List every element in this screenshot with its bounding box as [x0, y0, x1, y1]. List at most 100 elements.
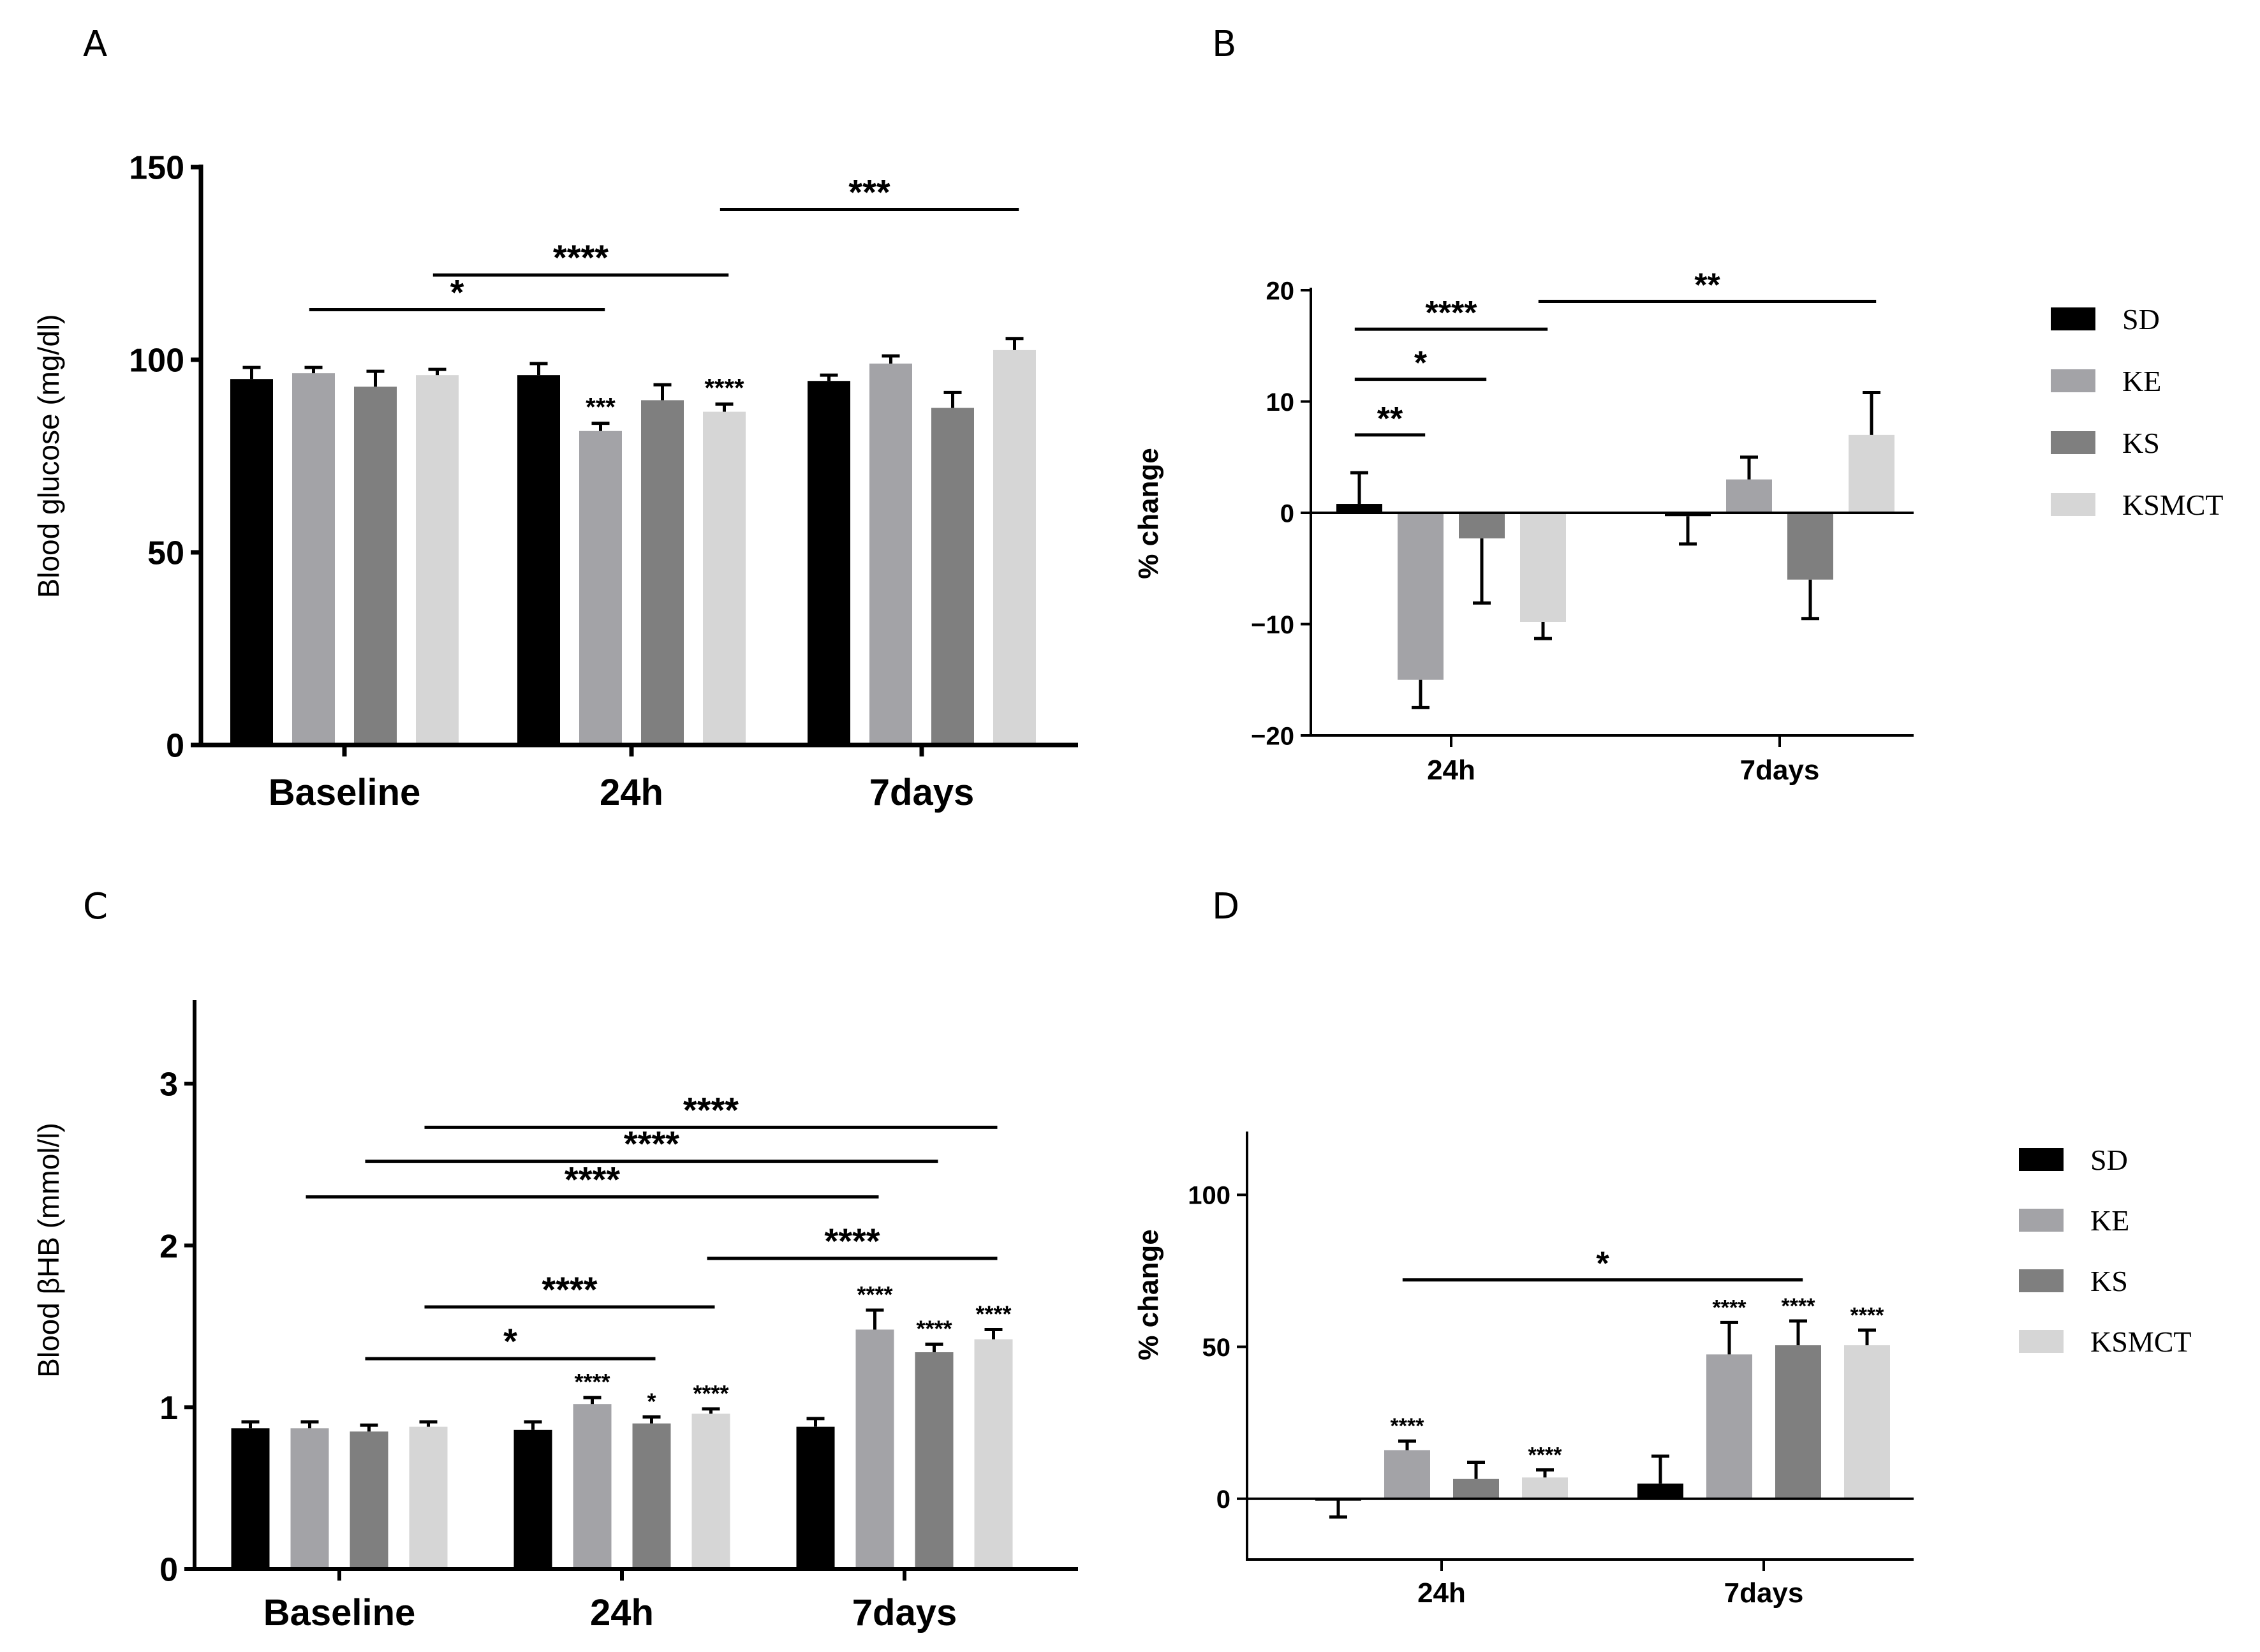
- panel-letter: C: [83, 886, 108, 927]
- bar-ks: [931, 408, 974, 745]
- y-tick-label: 50: [1202, 1334, 1231, 1362]
- bar-ks: [1459, 513, 1505, 539]
- bar-significance: *: [647, 1389, 656, 1415]
- bracket-significance: *: [1414, 345, 1428, 382]
- bar-sd: [517, 375, 560, 745]
- y-axis-label: Blood βHB (mmol/l): [32, 1123, 65, 1378]
- bracket-significance: ****: [624, 1124, 679, 1164]
- legend-swatch-ks: [2051, 431, 2095, 454]
- legend-label: SD: [2122, 303, 2160, 336]
- bar-ke: [1726, 479, 1772, 513]
- legend: SD KE KS KSMCT: [2051, 303, 2223, 521]
- bar-significance: ****: [857, 1281, 892, 1308]
- bar-ks: [641, 400, 684, 745]
- legend-label: KSMCT: [2090, 1325, 2191, 1358]
- y-tick-label: 1: [159, 1390, 178, 1427]
- legend-label: KSMCT: [2122, 489, 2223, 521]
- bracket-significance: ****: [1426, 295, 1478, 332]
- bar-ke: [1384, 1450, 1430, 1499]
- y-tick-label: 50: [147, 535, 184, 572]
- y-tick-label: 0: [166, 728, 184, 765]
- y-axis-label: Blood glucose (mg/dl): [32, 314, 65, 598]
- y-tick-label: 100: [129, 343, 184, 380]
- bar-ksmct: [416, 375, 459, 745]
- bar-ks: [350, 1431, 388, 1569]
- bar-ke: [292, 373, 335, 745]
- x-tick-label: 24h: [1427, 755, 1475, 786]
- y-axis-label: % change: [1133, 448, 1164, 579]
- bar-ks: [915, 1352, 954, 1569]
- bar-significance: ****: [1850, 1303, 1885, 1327]
- legend-label: SD: [2090, 1144, 2128, 1176]
- panel-a: A Blood glucose (mg/dl) 0 50 100 150 Baseline 2…: [32, 24, 1078, 813]
- bar-ksmct: [1520, 513, 1566, 623]
- bar-significance: ****: [704, 374, 744, 402]
- bar-ke: [579, 431, 622, 745]
- bar-sd: [796, 1426, 835, 1569]
- bar-ksmct: [691, 1413, 730, 1569]
- panel-c: C Blood βHB (mmol/l) 0 1 2 3 Baseline 24h 7days *…: [32, 886, 1078, 1634]
- y-tick-label: 0: [159, 1552, 178, 1589]
- bar-ke: [855, 1329, 894, 1569]
- bar-significance: ****: [916, 1315, 952, 1341]
- y-axis-label: % change: [1133, 1229, 1164, 1360]
- bar-significance: ****: [1528, 1443, 1563, 1467]
- legend-swatch-ksmct: [2051, 493, 2095, 516]
- bracket-significance: *: [503, 1321, 517, 1361]
- bar-ks: [632, 1423, 671, 1569]
- x-tick-label: 24h: [590, 1592, 654, 1634]
- y-tick-label: 3: [159, 1066, 178, 1103]
- x-tick-label: 7days: [852, 1592, 957, 1634]
- panel-letter: A: [83, 24, 107, 65]
- legend: SD KE KS KSMCT: [2019, 1144, 2191, 1358]
- bar-ksmct: [1522, 1477, 1568, 1499]
- y-tick-label: 150: [129, 150, 184, 187]
- bar-sd: [230, 379, 273, 745]
- legend-swatch-sd: [2019, 1148, 2064, 1171]
- bar-sd: [231, 1428, 270, 1569]
- bar-significance: ****: [1391, 1414, 1425, 1438]
- panel-letter: D: [1212, 886, 1239, 927]
- bar-ke: [1706, 1354, 1752, 1499]
- legend-swatch-sd: [2051, 307, 2095, 330]
- y-tick-label: 100: [1188, 1182, 1230, 1210]
- bar-ke: [573, 1404, 612, 1569]
- bracket-significance: ***: [848, 172, 890, 212]
- legend-swatch-ke: [2019, 1209, 2064, 1232]
- bar-ksmct: [1849, 434, 1894, 513]
- bar-ksmct: [993, 350, 1036, 745]
- bracket-significance: ****: [683, 1089, 739, 1130]
- bracket-significance: **: [1377, 401, 1403, 438]
- x-tick-label: Baseline: [263, 1592, 416, 1634]
- y-tick-label: 0: [1280, 499, 1294, 527]
- y-tick-label: −10: [1251, 611, 1294, 639]
- bar-significance: ****: [975, 1301, 1011, 1327]
- legend-label: KE: [2090, 1204, 2129, 1237]
- y-tick-label: −20: [1251, 722, 1294, 750]
- bar-sd: [513, 1429, 552, 1569]
- bar-sd: [1336, 504, 1382, 513]
- x-tick-label: Baseline: [269, 772, 421, 813]
- x-tick-label: 7days: [1724, 1577, 1804, 1609]
- bracket-significance: ****: [565, 1159, 620, 1199]
- bar-ke: [1398, 513, 1444, 680]
- y-tick-label: 10: [1266, 388, 1295, 417]
- bar-ke: [869, 364, 912, 745]
- bar-sd: [1637, 1483, 1683, 1499]
- bar-significance: ****: [1713, 1295, 1747, 1320]
- bar-ksmct: [703, 411, 746, 745]
- bar-significance: ****: [574, 1369, 610, 1395]
- bar-significance: ***: [586, 394, 616, 422]
- bar-ksmct: [409, 1426, 448, 1569]
- bracket-significance: *: [1596, 1246, 1609, 1283]
- panel-letter: B: [1212, 24, 1236, 65]
- bracket-significance: ****: [542, 1269, 597, 1309]
- bar-ksmct: [974, 1339, 1013, 1569]
- x-tick-label: 7days: [869, 772, 974, 813]
- bar-sd: [1665, 513, 1711, 517]
- bar-ks: [1787, 513, 1833, 580]
- bracket-significance: *: [450, 272, 464, 312]
